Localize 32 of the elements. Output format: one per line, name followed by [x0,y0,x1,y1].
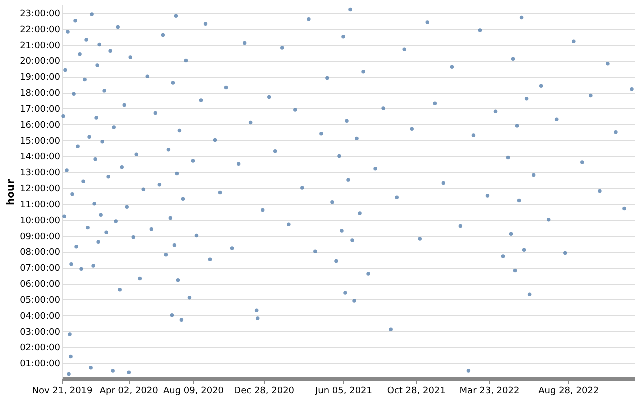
y-tick-label: 06:00:00 [20,280,61,290]
x-tick-label: Apr 02, 2020 [100,386,159,396]
y-tick-label: 03:00:00 [20,328,61,338]
y-tick-label: 20:00:00 [20,57,61,68]
x-tick-label: Dec 28, 2020 [234,386,295,396]
y-tick-label: 08:00:00 [20,248,61,258]
y-tick-label: 02:00:00 [20,344,61,354]
x-tick-label: Aug 09, 2020 [163,386,224,396]
y-axis-title: hour [6,179,18,206]
y-tick-label: 18:00:00 [20,89,61,100]
y-tick-label: 11:00:00 [20,200,61,210]
x-tick-label: Mar 23, 2022 [460,386,520,396]
y-tick-label: 14:00:00 [20,152,61,163]
x-tick-label: Nov 21, 2019 [32,386,94,396]
y-tick-label: 23:00:00 [20,9,61,20]
y-tick-label: 19:00:00 [20,73,61,84]
y-tick-label: 21:00:00 [20,41,61,52]
x-tick-label: Jun 05, 2021 [314,386,372,396]
y-tick-label: 04:00:00 [20,312,61,322]
y-tick-label: 09:00:00 [20,232,61,242]
y-tick-label: 17:00:00 [20,104,61,115]
y-tick-label: 15:00:00 [20,136,61,147]
y-tick-label: 22:00:00 [20,25,61,36]
x-tick-label: Oct 28, 2021 [387,386,446,396]
y-tick-label: 10:00:00 [20,216,61,226]
y-tick-label: 12:00:00 [20,184,61,195]
y-tick-label: 07:00:00 [20,264,61,274]
y-tick-label: 01:00:00 [20,360,61,370]
y-tick-label: 05:00:00 [20,296,61,306]
y-tick-label: 13:00:00 [20,168,61,179]
x-tick-label: Aug 28, 2022 [538,386,600,396]
y-tick-label: 16:00:00 [20,120,61,131]
